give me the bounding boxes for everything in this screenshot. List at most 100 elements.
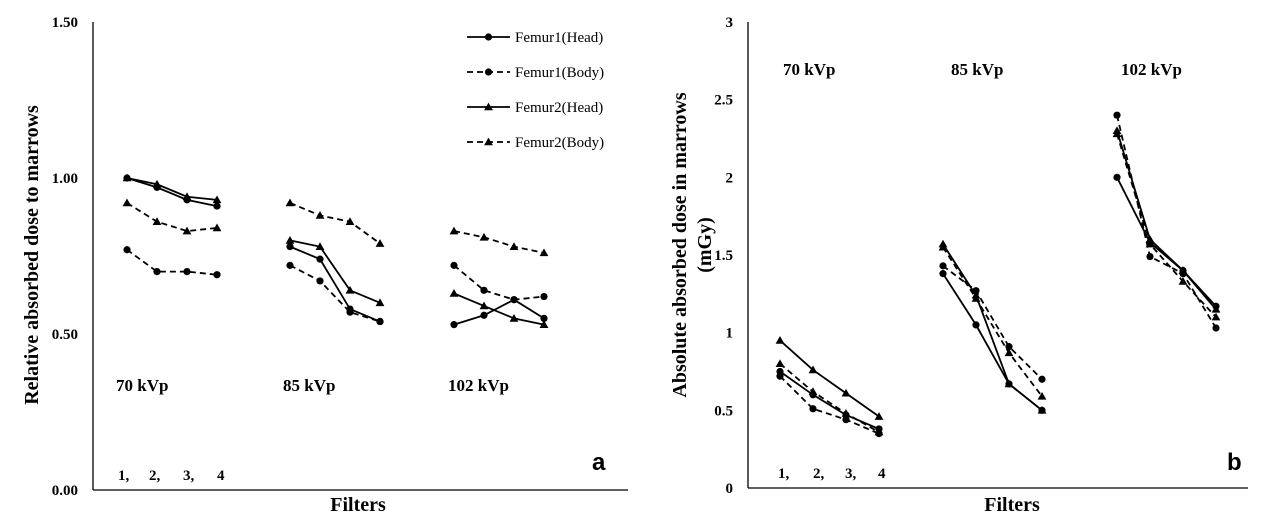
data-point	[1038, 375, 1046, 383]
group-label: 70 kVp	[116, 376, 168, 395]
y-axis-label: Relative absorbed dose to marrows	[21, 105, 43, 405]
data-point	[1113, 111, 1121, 119]
filter-label: 2,	[813, 466, 825, 482]
data-point	[939, 270, 947, 278]
data-point	[539, 320, 549, 328]
data-point	[480, 286, 488, 294]
data-point	[182, 192, 192, 201]
series-line	[289, 239, 381, 304]
data-point	[938, 242, 948, 251]
data-point	[509, 242, 519, 250]
legend-label: Femur1(Head)	[515, 30, 603, 46]
series-line	[126, 202, 218, 232]
data-point	[375, 298, 385, 307]
series-femur2-body	[122, 198, 549, 257]
data-point	[376, 317, 384, 326]
data-point	[1004, 348, 1014, 357]
series-line	[453, 298, 545, 326]
group-label: 102 kVp	[1121, 60, 1182, 79]
y-tick-label: 1.50	[52, 15, 78, 31]
legend-marker	[484, 137, 493, 146]
data-point	[842, 416, 850, 424]
data-point	[182, 226, 192, 235]
data-point	[316, 255, 324, 263]
series-line	[453, 292, 545, 326]
data-point	[153, 268, 161, 276]
data-point	[479, 301, 489, 310]
data-point	[480, 311, 488, 319]
data-point	[776, 372, 784, 380]
panel-label: a	[592, 449, 606, 476]
data-point	[375, 239, 385, 247]
legend-item: Femur1(Head)	[467, 30, 603, 46]
group-label: 102 kVp	[448, 376, 509, 395]
data-point	[1212, 324, 1220, 332]
panel-a-chart: 0.00 0.50 1.00 1.50 Relative absorbed dose t…	[21, 15, 628, 515]
data-point	[183, 268, 191, 276]
series-line	[1116, 130, 1217, 310]
series-line	[289, 202, 381, 245]
series-line	[942, 243, 1043, 412]
data-point	[213, 271, 221, 279]
data-point	[540, 314, 548, 322]
series-line	[779, 339, 880, 418]
data-point	[449, 289, 459, 297]
panel-b-chart: 0 0.5 1 1.5 2 2.5 3 Absolute absorbed dose in m…	[669, 15, 1248, 515]
legend-label: Femur1(Body)	[515, 65, 604, 81]
series-line	[779, 375, 880, 435]
data-point	[808, 365, 818, 374]
series-line	[126, 249, 218, 276]
data-point	[809, 405, 817, 413]
series-line	[126, 177, 218, 207]
series-femur1-body	[776, 111, 1220, 438]
data-point	[122, 173, 132, 182]
data-point	[315, 242, 325, 250]
series-line	[942, 246, 1043, 397]
series-line	[779, 370, 880, 430]
data-point	[1146, 252, 1154, 261]
data-point	[972, 321, 980, 329]
series-line	[1116, 133, 1217, 318]
series-femur1-head	[776, 173, 1220, 433]
y-tick-label: 1.5	[714, 248, 733, 264]
data-point	[1037, 391, 1047, 400]
series-line	[289, 264, 381, 323]
data-point	[971, 294, 981, 302]
data-point	[212, 195, 222, 204]
data-point	[775, 336, 785, 344]
series-femur2-body	[775, 129, 1221, 436]
panel-label: b	[1227, 449, 1242, 476]
data-point	[316, 277, 324, 285]
y-tick-label: 3	[726, 15, 734, 31]
series-line	[289, 245, 381, 323]
filter-label: 4	[217, 468, 225, 484]
series-line	[126, 177, 218, 201]
series-line	[453, 230, 545, 254]
data-point	[479, 232, 489, 241]
y-tick-label: 0	[726, 481, 734, 497]
data-point	[152, 217, 162, 225]
data-point	[450, 261, 458, 269]
data-point	[510, 296, 518, 304]
series-line	[453, 264, 545, 301]
legend-label: Femur2(Body)	[515, 135, 604, 151]
series-femur2-head	[775, 126, 1221, 420]
data-point	[449, 226, 459, 235]
legend-label: Femur2(Head)	[515, 100, 603, 116]
y-tick-label: 1	[726, 326, 734, 342]
data-point	[1145, 239, 1155, 248]
data-point	[285, 236, 295, 244]
data-point	[213, 202, 221, 210]
data-point	[1112, 129, 1122, 138]
data-point	[212, 223, 222, 232]
data-point	[1037, 405, 1047, 414]
data-point	[1178, 277, 1188, 285]
data-point	[874, 427, 884, 436]
legend-item: Femur1(Body)	[467, 65, 604, 81]
legend-item: Femur2(Body)	[467, 135, 604, 151]
data-point	[286, 261, 294, 269]
y-tick-label: 0.50	[52, 327, 78, 343]
series-line	[779, 363, 880, 433]
data-point	[939, 262, 947, 270]
